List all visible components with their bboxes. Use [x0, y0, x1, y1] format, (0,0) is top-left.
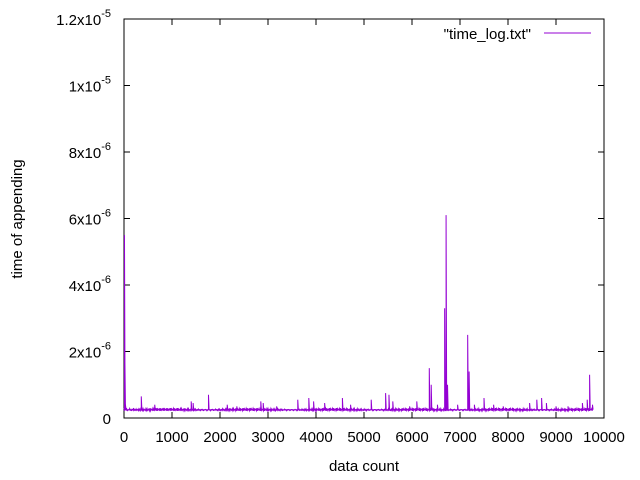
series-line — [123, 215, 594, 411]
legend: "time_log.txt" — [444, 26, 591, 43]
x-axis-label: data count — [329, 458, 400, 475]
x-axis-ticks: 0 1000 2000 3000 4000 5000 6000 7000 8000 9000 100… — [120, 19, 625, 446]
x-tick-label: 9000 — [539, 429, 572, 446]
x-tick-label: 8000 — [491, 429, 524, 446]
y-tick-label: 8x10-6 — [69, 141, 111, 162]
x-tick-label: 7000 — [443, 429, 476, 446]
x-tick-label: 0 — [120, 429, 128, 446]
plot-frame-group — [123, 18, 605, 419]
y-axis-label: time of appending — [9, 159, 26, 278]
y-tick-label: 1x10-5 — [69, 75, 111, 96]
plot-frame — [123, 18, 605, 419]
x-tick-label: 3000 — [251, 429, 284, 446]
y-tick-label: 6x10-6 — [69, 208, 111, 229]
x-tick-label: 10000 — [583, 429, 625, 446]
x-tick-label: 4000 — [299, 429, 332, 446]
x-tick-label: 6000 — [395, 429, 428, 446]
x-tick-label: 5000 — [347, 429, 380, 446]
y-tick-label: 1.2x10-5 — [56, 8, 111, 29]
y-tick-label: 4x10-6 — [69, 274, 111, 295]
y-tick-label: 0 — [103, 411, 111, 428]
legend-label: "time_log.txt" — [444, 26, 531, 43]
series-layer — [123, 215, 594, 413]
y-tick-label: 2x10-6 — [69, 341, 111, 362]
y-axis-ticks: 0 2x10-6 4x10-6 6x10-6 8x10-6 1x10-5 1.2x10-5 — [56, 8, 604, 428]
x-tick-label: 1000 — [155, 429, 188, 446]
x-tick-label: 2000 — [203, 429, 236, 446]
